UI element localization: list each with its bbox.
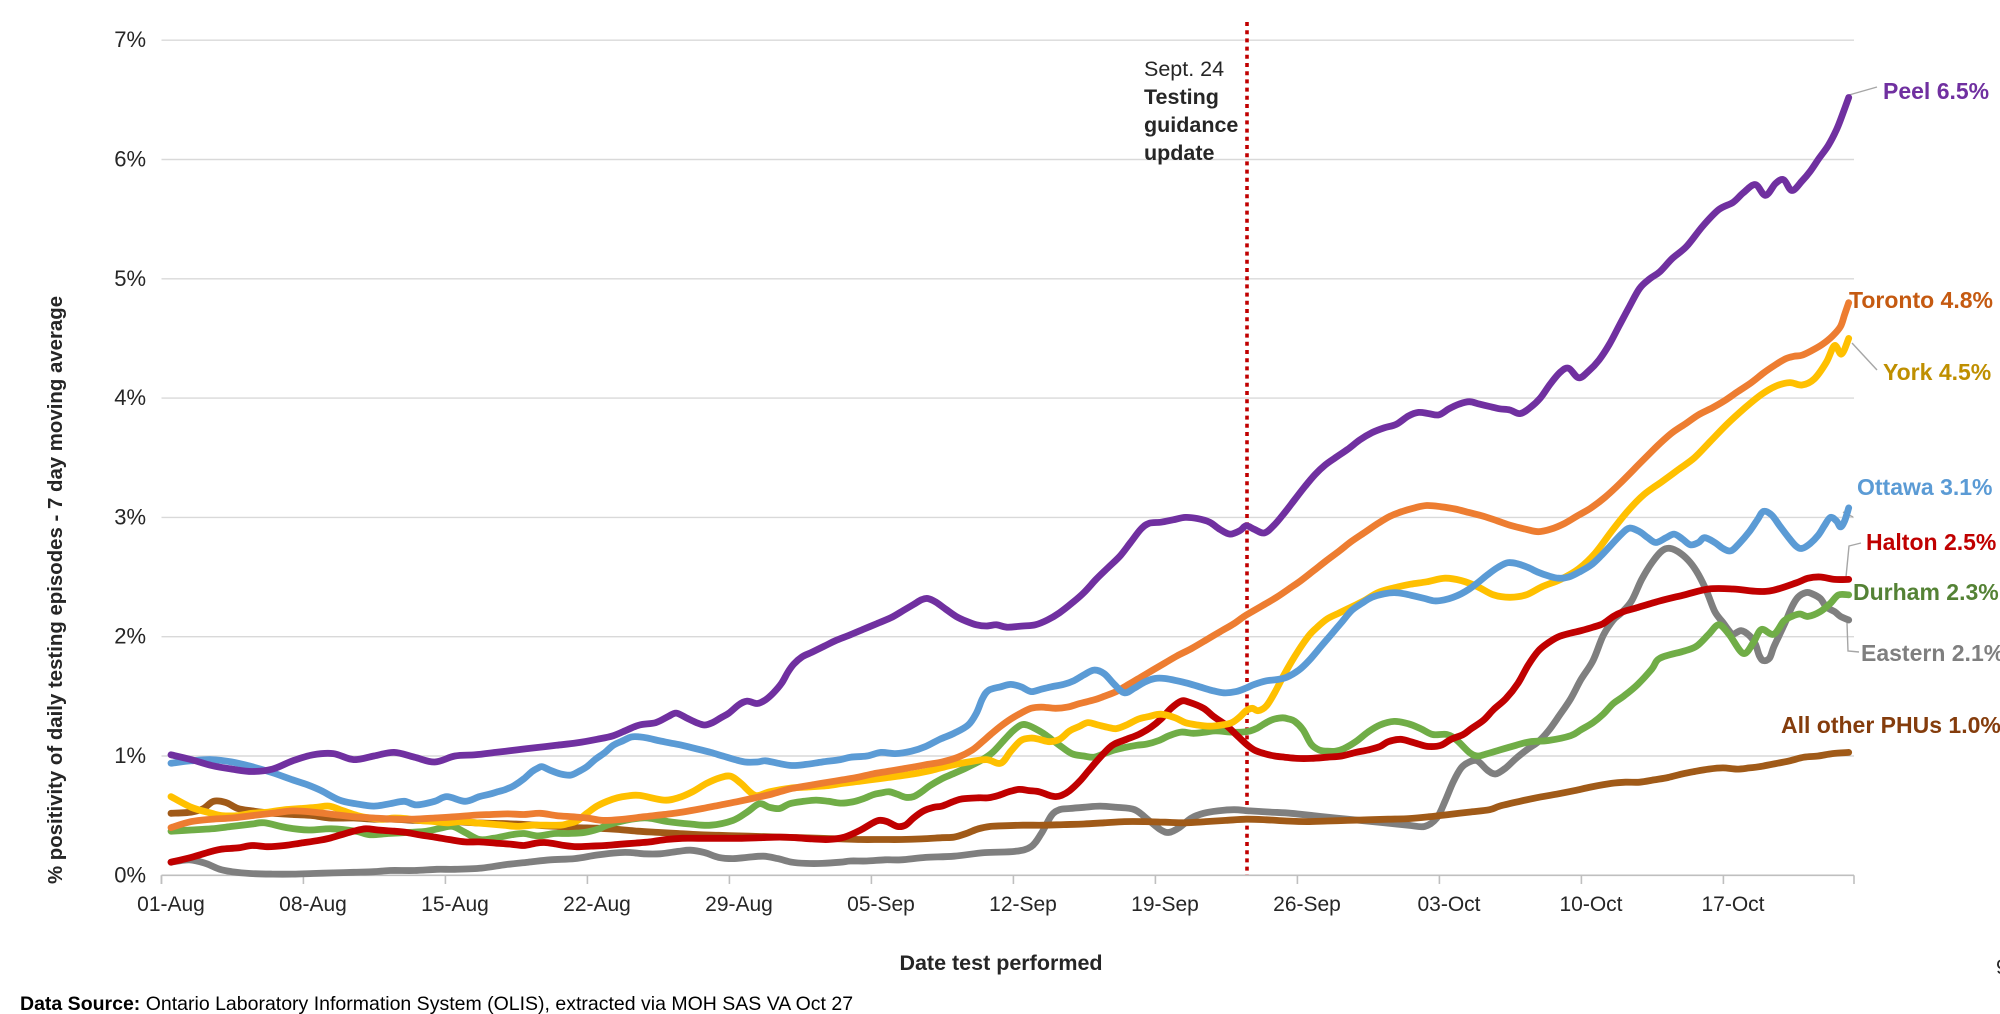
- svg-text:1%: 1%: [114, 743, 146, 768]
- svg-text:0%: 0%: [114, 862, 146, 887]
- svg-text:Eastern 2.1%: Eastern 2.1%: [1861, 640, 2000, 666]
- svg-text:6%: 6%: [114, 147, 146, 172]
- svg-text:% positivity of daily testing: % positivity of daily testing episodes -…: [45, 296, 67, 884]
- svg-text:19-Sep: 19-Sep: [1131, 893, 1199, 916]
- svg-text:Date test performed: Date test performed: [899, 951, 1102, 975]
- svg-text:08-Aug: 08-Aug: [279, 893, 347, 916]
- svg-text:12-Sep: 12-Sep: [989, 893, 1057, 916]
- svg-text:2%: 2%: [114, 624, 146, 649]
- svg-text:26-Sep: 26-Sep: [1273, 893, 1341, 916]
- svg-text:5%: 5%: [114, 266, 146, 291]
- svg-text:22-Aug: 22-Aug: [563, 893, 631, 916]
- svg-text:Peel 6.5%: Peel 6.5%: [1883, 78, 1989, 104]
- svg-text:4%: 4%: [114, 385, 146, 410]
- svg-text:Durham 2.3%: Durham 2.3%: [1853, 579, 1999, 605]
- svg-text:Testing: Testing: [1144, 85, 1219, 109]
- svg-text:Halton 2.5%: Halton 2.5%: [1866, 529, 1996, 555]
- svg-text:3%: 3%: [114, 504, 146, 529]
- svg-text:17-Oct: 17-Oct: [1701, 893, 1764, 916]
- svg-text:Ottawa 3.1%: Ottawa 3.1%: [1857, 474, 1993, 500]
- svg-text:Sept. 24: Sept. 24: [1144, 57, 1224, 81]
- svg-text:03-Oct: 03-Oct: [1417, 893, 1480, 916]
- svg-text:Toronto 4.8%: Toronto 4.8%: [1849, 287, 1993, 313]
- svg-text:29-Aug: 29-Aug: [705, 893, 773, 916]
- svg-text:7%: 7%: [114, 27, 146, 52]
- svg-text:York 4.5%: York 4.5%: [1883, 359, 1991, 385]
- svg-text:01-Aug: 01-Aug: [137, 893, 205, 916]
- svg-text:Data Source: Ontario Laborator: Data Source: Ontario Laboratory Informat…: [20, 993, 853, 1014]
- svg-text:All other PHUs 1.0%: All other PHUs 1.0%: [1781, 712, 2000, 738]
- svg-text:9: 9: [1996, 956, 2000, 979]
- svg-text:05-Sep: 05-Sep: [847, 893, 915, 916]
- svg-text:15-Aug: 15-Aug: [421, 893, 489, 916]
- svg-text:10-Oct: 10-Oct: [1559, 893, 1622, 916]
- svg-text:guidance: guidance: [1144, 113, 1238, 137]
- svg-text:update: update: [1144, 141, 1215, 165]
